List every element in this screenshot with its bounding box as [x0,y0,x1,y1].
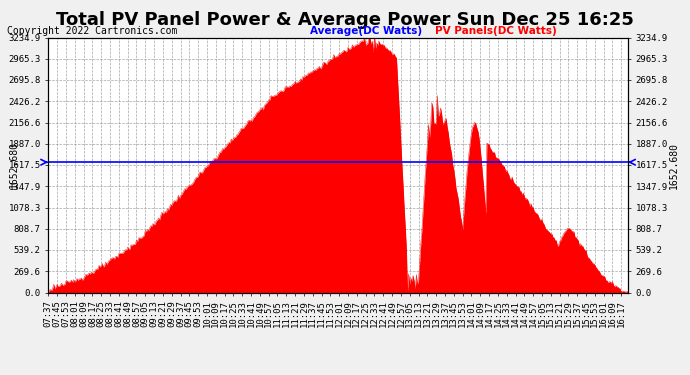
Text: 1652.680: 1652.680 [669,141,679,189]
Text: Average(DC Watts): Average(DC Watts) [310,26,422,36]
Text: 1652.680: 1652.680 [8,141,19,189]
Text: Total PV Panel Power & Average Power Sun Dec 25 16:25: Total PV Panel Power & Average Power Sun… [56,11,634,29]
Text: PV Panels(DC Watts): PV Panels(DC Watts) [435,26,556,36]
Text: Copyright 2022 Cartronics.com: Copyright 2022 Cartronics.com [7,26,177,36]
